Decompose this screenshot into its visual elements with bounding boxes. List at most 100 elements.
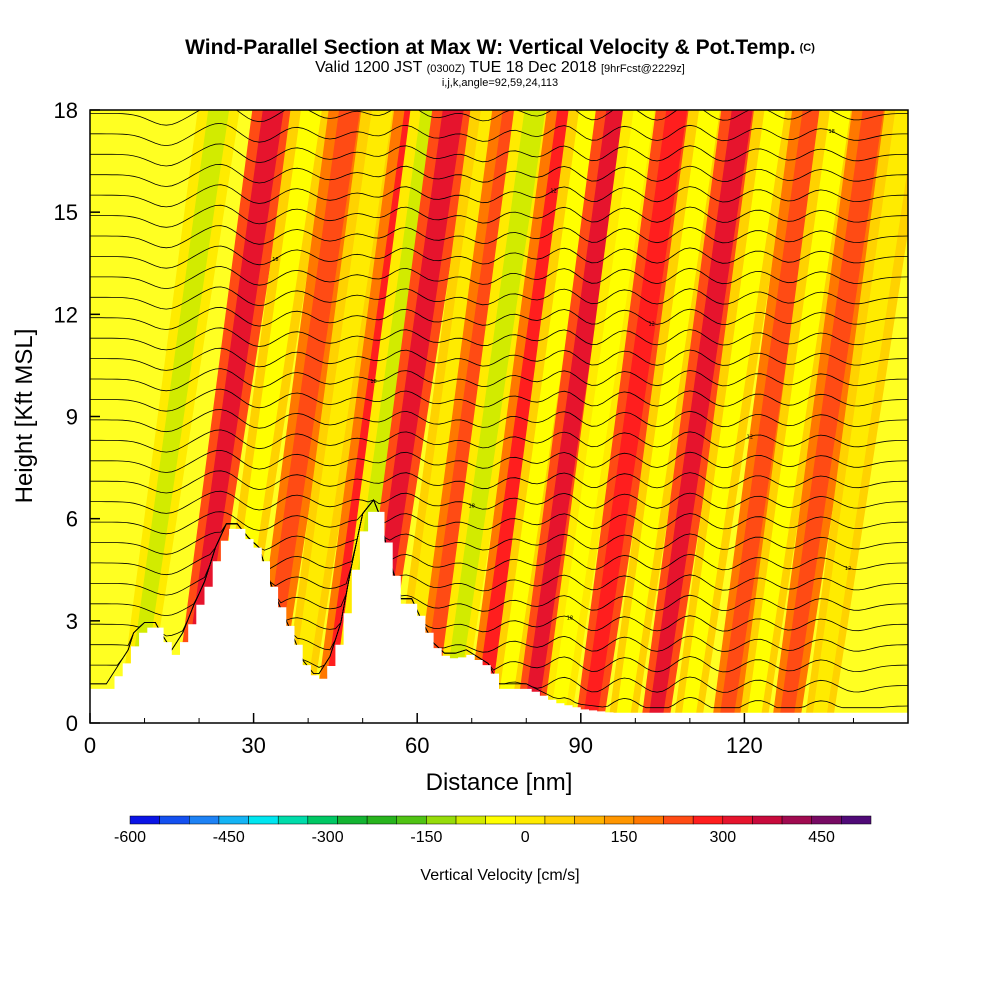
copyright-mark: (C) xyxy=(799,42,815,54)
y-tick-label: 6 xyxy=(66,507,78,532)
velocity-band xyxy=(495,110,600,723)
colorbar-tick-label: 300 xyxy=(709,829,736,846)
colorbar-swatch xyxy=(129,815,160,825)
terrain xyxy=(90,511,908,723)
velocity-band xyxy=(811,110,908,723)
isentrope-line xyxy=(90,449,908,473)
colorbar-swatch xyxy=(603,815,635,825)
x-tick-label: 0 xyxy=(84,733,96,758)
y-tick-label: 12 xyxy=(54,302,78,327)
y-axis-title: Height [Kft MSL] xyxy=(11,329,38,504)
velocity-band xyxy=(680,110,786,723)
isentrope-line xyxy=(90,266,908,290)
isentrope-line xyxy=(90,225,908,249)
velocity-band xyxy=(718,110,824,723)
isentrope-line xyxy=(90,143,908,167)
title-text: Wind-Parallel Section at Max W: Vertical… xyxy=(185,36,796,59)
isentrope-line xyxy=(90,470,908,494)
colorbar-swatch xyxy=(574,815,605,825)
colorbar-swatch xyxy=(692,815,724,825)
colorbar-title: Vertical Velocity [cm/s] xyxy=(420,867,579,884)
isentrope-label: 18 xyxy=(272,257,278,263)
colorbar-swatch xyxy=(781,815,812,825)
colorbar-swatch xyxy=(337,815,368,825)
colorbar-tick-label: -150 xyxy=(410,829,442,846)
colorbar-swatch xyxy=(752,815,783,825)
isentrope-label: 12 xyxy=(747,435,753,441)
velocity-band xyxy=(124,110,230,723)
isentrope-line xyxy=(90,409,908,433)
chart-title: Wind-Parallel Section at Max W: Vertical… xyxy=(0,36,1000,60)
potential-temperature-contours: 12181218121812181218 xyxy=(90,110,908,709)
isentrope-line xyxy=(90,499,908,535)
colorbar-swatch xyxy=(189,815,220,825)
isentrope-line xyxy=(90,204,908,228)
subtitle-valid: Valid 1200 JST xyxy=(315,59,423,76)
colorbar-tick-label: -600 xyxy=(114,829,146,846)
colorbar-swatch xyxy=(811,815,842,825)
isentrope-line xyxy=(90,122,908,147)
isentrope-label: 12 xyxy=(649,322,655,328)
colorbar-swatch xyxy=(307,815,338,825)
colorbar-swatch xyxy=(722,815,753,825)
subtitle-zulu: (0300Z) xyxy=(426,63,466,75)
isentrope-line xyxy=(90,163,908,187)
velocity-band xyxy=(746,110,851,723)
colorbar-swatch xyxy=(159,815,190,825)
colorbar-swatch xyxy=(277,815,309,825)
colorbar: -600 -450 -300 -150 0 150 300 450 xyxy=(114,815,872,846)
colorbar-swatch xyxy=(366,815,398,825)
colorbar-swatch xyxy=(426,815,457,825)
x-axis-title: Distance [nm] xyxy=(426,769,573,796)
colorbar-swatch xyxy=(396,815,427,825)
colorbar-swatch xyxy=(663,815,694,825)
isentrope-line xyxy=(90,110,908,126)
chart-subtitle: Valid 1200 JST (0300Z) TUE 18 Dec 2018 [… xyxy=(0,60,1000,77)
y-tick-label: 9 xyxy=(66,405,78,430)
colorbar-swatch xyxy=(544,815,575,825)
y-tick-label: 3 xyxy=(66,609,78,634)
y-tick-label: 0 xyxy=(66,711,78,736)
isentrope-label: 12 xyxy=(550,188,556,194)
isentrope-line xyxy=(90,327,908,351)
velocity-band xyxy=(582,110,688,723)
isentrope-line xyxy=(90,286,908,310)
velocity-band xyxy=(615,110,720,723)
velocity-band xyxy=(288,110,393,723)
isentrope-line xyxy=(90,429,908,453)
x-tick-label: 60 xyxy=(405,733,429,758)
colorbar-swatch xyxy=(218,815,249,825)
colorbar-tick-label: 450 xyxy=(808,829,835,846)
title-block: Wind-Parallel Section at Max W: Vertical… xyxy=(0,36,1000,89)
subtitle-date: TUE 18 Dec 2018 xyxy=(469,59,597,76)
isentrope-label: 18 xyxy=(567,615,573,621)
isentrope-line xyxy=(90,347,908,371)
isentrope-line xyxy=(90,388,908,412)
velocity-band xyxy=(440,110,546,723)
y-tick-label: 15 xyxy=(54,200,78,225)
y-tick-label: 18 xyxy=(54,98,78,123)
colorbar-tick-label: 150 xyxy=(611,829,638,846)
x-tick-label: 30 xyxy=(241,733,265,758)
x-tick-label: 120 xyxy=(726,733,763,758)
colorbar-swatch xyxy=(248,815,279,825)
isentrope-line xyxy=(90,499,908,555)
y-axis: 0 3 6 9 12 15 18 xyxy=(54,98,100,736)
isentrope-label: 18 xyxy=(469,503,475,509)
isentrope-label: 12 xyxy=(845,566,851,572)
colorbar-swatch xyxy=(841,815,872,825)
colorbar-swatch xyxy=(633,815,664,825)
isentrope-line xyxy=(90,306,908,330)
x-tick-label: 90 xyxy=(569,733,593,758)
colorbar-tick-label: -300 xyxy=(312,829,344,846)
isentrope-line xyxy=(90,184,908,208)
colorbar-tick-label: -450 xyxy=(213,829,245,846)
isentrope-line xyxy=(90,245,908,269)
section-params: i,j,k,angle=92,59,24,113 xyxy=(441,77,559,89)
isentrope-line xyxy=(90,368,908,392)
isentrope-line xyxy=(90,490,908,514)
x-axis: 0 30 60 90 120 xyxy=(84,713,854,758)
velocity-band xyxy=(549,110,655,723)
colorbar-tick-label: 0 xyxy=(521,829,530,846)
